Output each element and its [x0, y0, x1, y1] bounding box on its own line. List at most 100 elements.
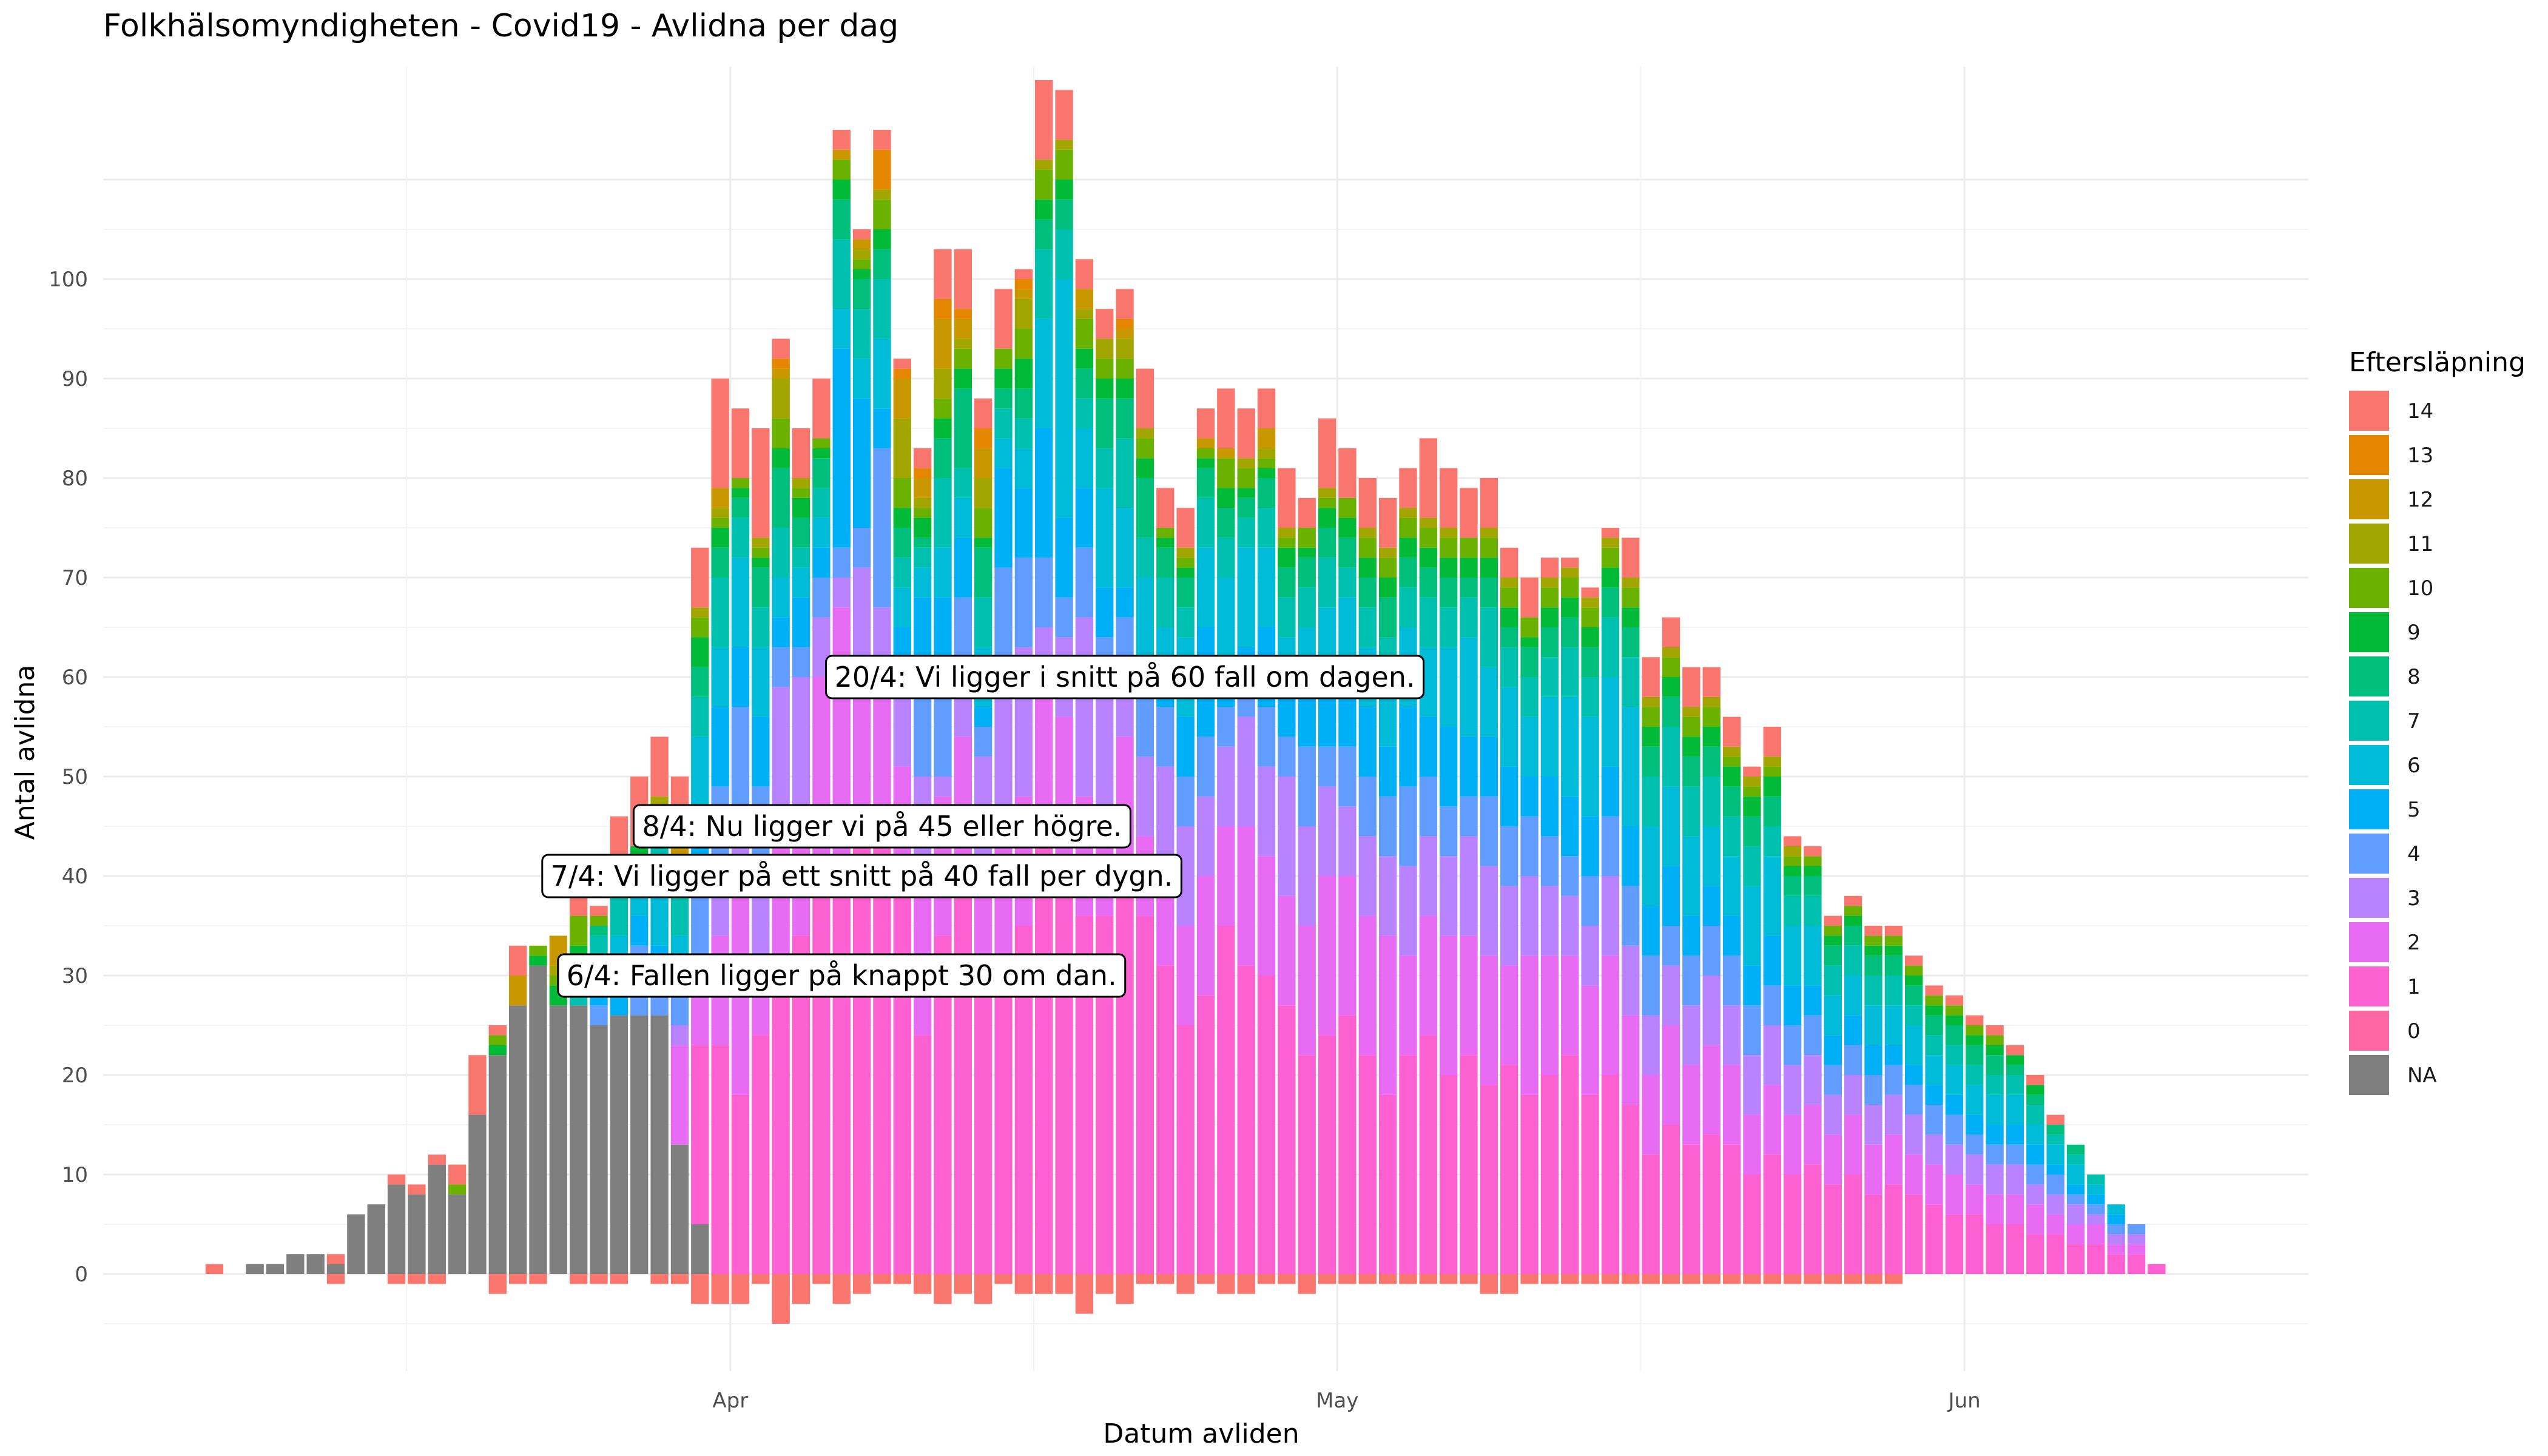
bar-segment-lag-8 [1642, 746, 1660, 777]
bar-segment-lag-10 [1662, 657, 1680, 677]
bar-segment-negative [1378, 1274, 1397, 1284]
bar-segment-lag-5 [954, 538, 972, 598]
bar-segment-lag-11 [1014, 298, 1033, 329]
bar-segment-lag-3 [1237, 716, 1255, 826]
bar-segment-lag-4 [1298, 746, 1316, 826]
annotation-box [632, 804, 1131, 849]
legend-key [2349, 745, 2389, 785]
bar-segment-lag-11 [691, 607, 709, 618]
bar-segment-lag-na [266, 1264, 285, 1274]
bar-segment-lag-14 [1844, 895, 1862, 906]
bar-segment-lag-7 [1399, 587, 1417, 627]
bar-segment-lag-10 [1601, 547, 1620, 568]
bar-segment-lag-7 [913, 547, 932, 568]
bar-segment-lag-9 [1358, 558, 1377, 578]
bar-segment-lag-8 [1540, 627, 1559, 658]
y-tick-label: 80 [62, 467, 88, 491]
bar-segment-lag-7 [852, 309, 871, 359]
bar-segment-negative [1662, 1274, 1680, 1284]
bar-segment-lag-12 [893, 379, 911, 419]
bar-segment-lag-7 [1540, 657, 1559, 697]
bar-segment-negative [1298, 1274, 1316, 1294]
bar-segment-lag-10 [1298, 528, 1316, 548]
bar-segment-lag-3 [1601, 876, 1620, 956]
bar-segment-lag-11 [1237, 458, 1255, 468]
bar-segment-lag-11 [1763, 757, 1781, 767]
bar-segment-lag-7 [1642, 777, 1660, 826]
bar-segment-lag-3 [1884, 1094, 1903, 1135]
bar-segment-lag-3 [2107, 1234, 2125, 1244]
bar-segment-lag-6 [1075, 428, 1094, 488]
bar-segment-lag-9 [691, 637, 709, 667]
bar-segment-negative [711, 1274, 729, 1304]
bar-segment-lag-8 [1743, 816, 1761, 846]
x-tick-label: Jun [1947, 1389, 1981, 1413]
bar-segment-lag-14 [1014, 269, 1033, 279]
bar-segment-lag-2 [1257, 856, 1276, 976]
bar-segment-lag-7 [1884, 976, 1903, 1006]
bar-segment-lag-10 [1358, 538, 1377, 558]
bar-segment-lag-9 [1642, 727, 1660, 747]
bar-segment-lag-12 [1014, 289, 1033, 299]
bar-segment-lag-4 [1824, 1065, 1842, 1095]
bar-segment-lag-14 [1642, 657, 1660, 697]
bar-segment-lag-1 [1743, 1175, 1761, 1274]
bar-segment-lag-9 [1540, 607, 1559, 627]
bar-segment-lag-2 [1500, 965, 1518, 1065]
bar-segment-lag-2 [1338, 876, 1357, 1016]
bar-segment-lag-8 [1156, 547, 1175, 578]
bar-segment-lag-9 [2026, 1085, 2044, 1095]
y-tick-label: 40 [62, 864, 88, 889]
bar-segment-lag-10 [1136, 438, 1154, 459]
bar-segment-lag-1 [1844, 1175, 1862, 1274]
bar-segment-lag-4 [1561, 856, 1579, 896]
bar-segment-lag-13 [1014, 279, 1033, 289]
bar-segment-negative [1642, 1274, 1660, 1284]
bar-segment-lag-1 [852, 836, 871, 1274]
bar-segment-lag-9 [1460, 558, 1478, 578]
bar-segment-lag-14 [1925, 985, 1943, 996]
bar-segment-lag-10 [1581, 607, 1599, 627]
bar-segment-lag-2 [1743, 1114, 1761, 1175]
bar-segment-lag-14 [2026, 1075, 2044, 1085]
bar-segment-lag-na [408, 1194, 426, 1274]
bar-segment-lag-4 [1399, 786, 1417, 866]
bar-segment-lag-14 [590, 906, 608, 916]
bar-segment-lag-14 [691, 547, 709, 608]
bar-segment-lag-10 [1966, 1025, 1984, 1036]
bar-segment-lag-3 [1440, 856, 1458, 936]
bar-segment-negative [408, 1274, 426, 1284]
bar-segment-lag-na [630, 1015, 649, 1274]
bar-segment-lag-10 [1622, 587, 1640, 608]
bar-segment-lag-7 [1966, 1065, 1984, 1085]
bar-segment-lag-9 [1035, 199, 1053, 220]
bar-segment-lag-4 [1196, 736, 1215, 797]
bar-segment-lag-na [529, 965, 547, 1274]
bar-segment-lag-8 [1986, 1055, 2004, 1075]
bar-segment-lag-11 [893, 418, 911, 478]
bar-segment-lag-5 [974, 707, 993, 727]
bar-segment-lag-10 [1196, 448, 1215, 459]
bar-segment-lag-11 [1662, 647, 1680, 658]
bar-segment-lag-4 [1156, 707, 1175, 767]
bar-segment-lag-7 [2026, 1105, 2044, 1125]
bar-segment-lag-12 [772, 368, 790, 379]
bar-segment-lag-10 [1055, 149, 1073, 180]
bar-segment-lag-4 [1460, 796, 1478, 837]
bar-segment-lag-8 [1035, 219, 1053, 249]
bar-segment-lag-9 [893, 508, 911, 528]
bar-segment-lag-9 [1520, 637, 1539, 647]
bar-segment-lag-12 [974, 448, 993, 478]
bar-segment-lag-5 [1622, 826, 1640, 886]
bar-segment-lag-4 [1581, 876, 1599, 926]
bar-segment-lag-1 [1035, 826, 1053, 1274]
bar-segment-lag-6 [1237, 547, 1255, 647]
bar-segment-lag-6 [1116, 508, 1134, 588]
bar-segment-negative [1257, 1274, 1276, 1284]
bar-segment-lag-5 [1116, 587, 1134, 618]
bar-segment-lag-4 [1743, 1005, 1761, 1056]
bar-segment-lag-11 [1378, 547, 1397, 558]
bar-segment-lag-2 [670, 1045, 689, 1145]
bar-segment-lag-3 [1743, 1055, 1761, 1115]
bar-segment-lag-2 [1966, 1184, 1984, 1215]
